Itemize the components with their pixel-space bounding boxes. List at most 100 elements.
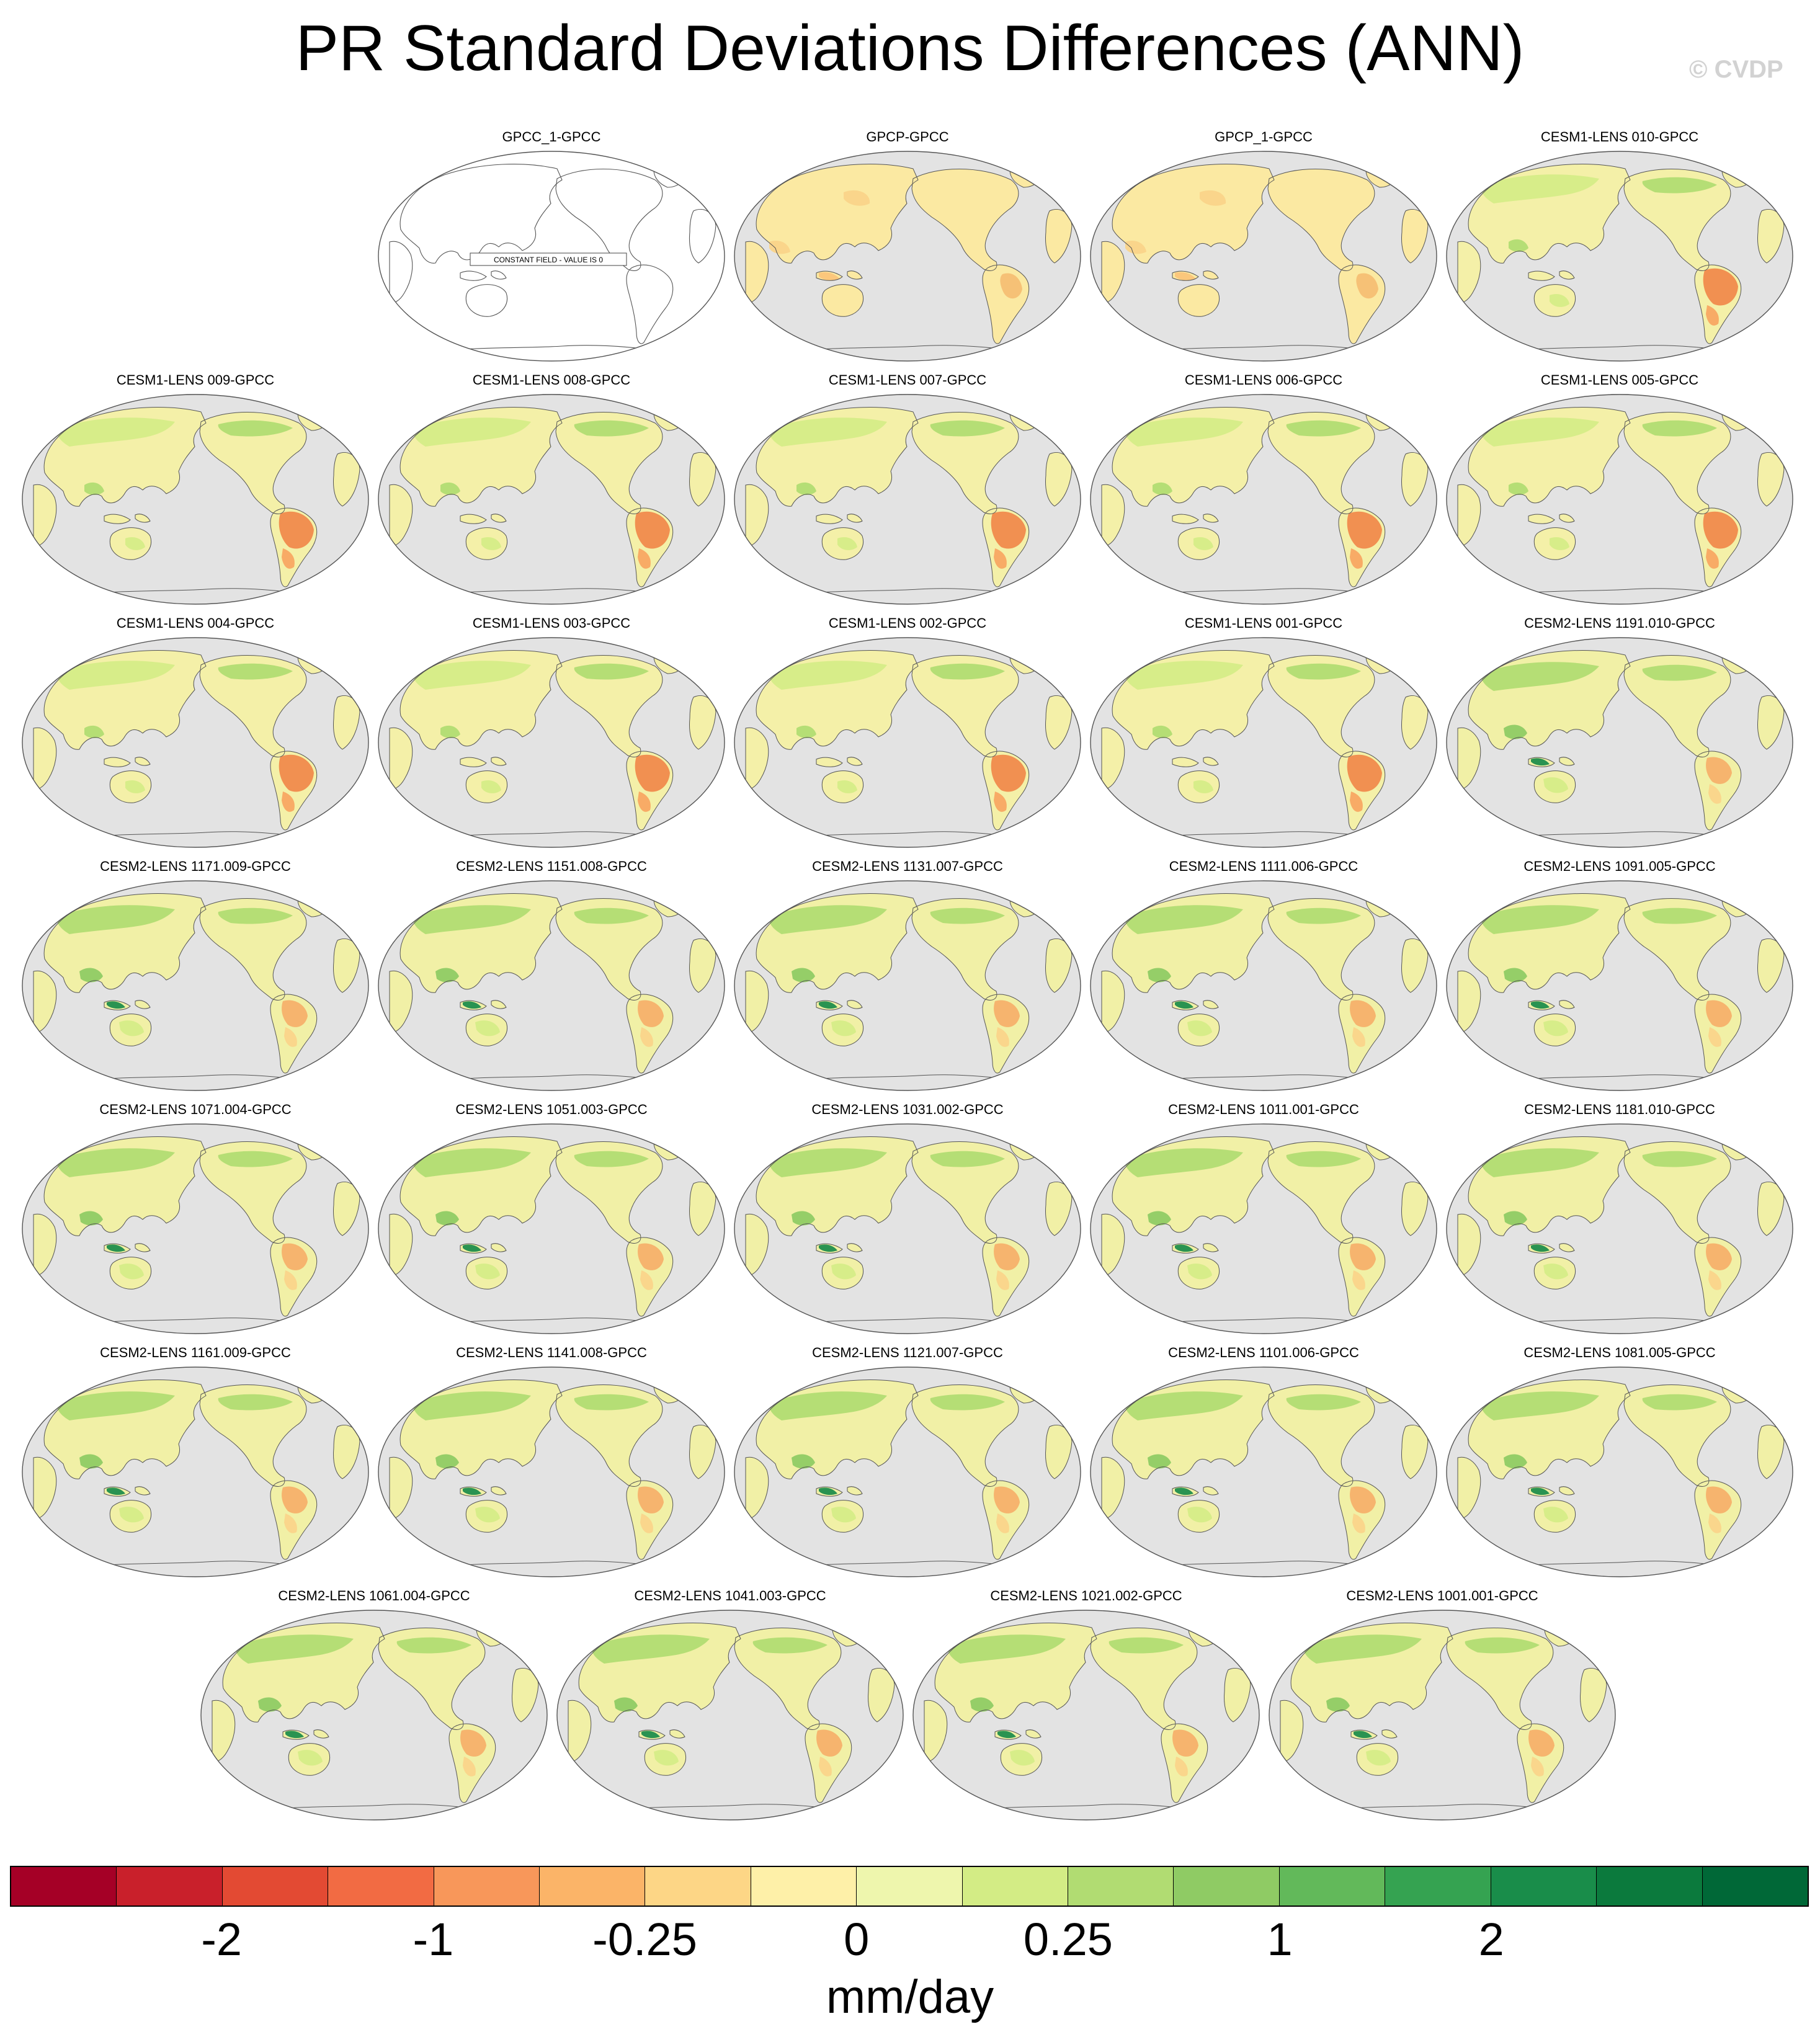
- colorbar-swatch: [1702, 1867, 1808, 1906]
- colorbar-swatch: [751, 1867, 857, 1906]
- anomaly-patch: [930, 420, 1005, 437]
- anomaly-patch: [235, 1634, 354, 1664]
- anomaly-patch: [475, 1507, 500, 1523]
- world-map: [556, 1610, 904, 1821]
- land-namerica: [1624, 898, 1731, 1001]
- anomaly-patch: [1187, 1264, 1212, 1280]
- anomaly-patch: [435, 968, 459, 983]
- anomaly-patch: [84, 482, 104, 495]
- anomaly-patch: [475, 1264, 500, 1280]
- land-namerica: [1624, 655, 1731, 757]
- map-panel: CESM2-LENS 1071.004-GPCC: [20, 1102, 371, 1336]
- anomaly-patch: [1642, 664, 1717, 681]
- world-map: [22, 1366, 369, 1577]
- anomaly-patch: [574, 420, 649, 437]
- anomaly-patch: [1706, 1243, 1732, 1270]
- land-europe_e: [1401, 1425, 1428, 1479]
- anomaly-patch: [1481, 174, 1599, 203]
- colorbar-tick-label: 2: [1478, 1914, 1504, 1965]
- map-panel: CESM1-LENS 005-GPCC: [1444, 372, 1795, 607]
- anomaly-patch: [1504, 968, 1527, 983]
- anomaly-patch: [1531, 1487, 1550, 1495]
- land-namerica: [200, 1141, 306, 1244]
- colorbar-swatch: [962, 1867, 1069, 1906]
- land-namerica: [556, 412, 662, 514]
- anomaly-patch: [56, 1391, 175, 1420]
- land-africa: [1458, 1214, 1481, 1276]
- colorbar-tick-label: 0: [844, 1914, 870, 1965]
- land-africa: [1458, 241, 1481, 303]
- land-europe_e: [1045, 938, 1072, 992]
- anomaly-patch: [1481, 1148, 1599, 1177]
- anomaly-patch: [796, 725, 816, 738]
- land-africa: [1102, 971, 1125, 1033]
- map-panel: CESM1-LENS 009-GPCC: [20, 372, 371, 607]
- land-namerica: [912, 1384, 1019, 1487]
- anomaly-patch: [1193, 537, 1213, 550]
- anomaly-patch: [574, 907, 649, 924]
- anomaly-patch: [1148, 968, 1171, 983]
- anomaly-patch: [1531, 1001, 1550, 1009]
- world-map: [200, 1610, 548, 1821]
- land-europe_e: [1401, 695, 1428, 749]
- land-namerica: [556, 655, 662, 757]
- land-africa: [33, 484, 56, 546]
- anomaly-patch: [460, 1729, 486, 1757]
- map-panel: CESM1-LENS 004-GPCC: [20, 615, 371, 850]
- anomaly-patch: [574, 1151, 649, 1167]
- land-namerica: [912, 169, 1019, 271]
- anomaly-patch: [1125, 661, 1243, 690]
- anomaly-patch: [1148, 1211, 1171, 1226]
- anomaly-patch: [413, 905, 531, 934]
- map-panel: CESM2-LENS 1161.009-GPCC: [20, 1345, 371, 1579]
- panel-title: CESM2-LENS 1171.009-GPCC: [100, 858, 291, 874]
- anomaly-patch: [991, 754, 1026, 792]
- land-europe_e: [1757, 938, 1784, 992]
- anomaly-patch: [119, 1507, 144, 1523]
- anomaly-patch: [1481, 1391, 1599, 1420]
- anomaly-patch: [1352, 1270, 1365, 1290]
- panel-title: CESM2-LENS 1031.002-GPCC: [811, 1102, 1004, 1117]
- anomaly-patch: [1175, 272, 1196, 281]
- anomaly-patch: [1706, 548, 1719, 569]
- land-europe_e: [1045, 1182, 1072, 1236]
- anomaly-patch: [1543, 777, 1568, 793]
- land-indonesia: [1528, 514, 1574, 524]
- land-africa: [746, 728, 769, 790]
- anomaly-patch: [1109, 1637, 1184, 1654]
- anomaly-patch: [792, 968, 815, 983]
- world-map: [378, 880, 725, 1091]
- anomaly-patch: [1708, 784, 1721, 804]
- land-europe_e: [1757, 695, 1784, 749]
- anomaly-patch: [1175, 1244, 1193, 1252]
- world-map: [378, 637, 725, 848]
- anomaly-patch: [640, 1027, 653, 1047]
- anomaly-patch: [475, 1020, 500, 1036]
- anomaly-patch: [1125, 1391, 1243, 1420]
- anomaly-patch: [1706, 1486, 1732, 1513]
- anomaly-patch: [1642, 420, 1717, 437]
- anomaly-patch: [1286, 907, 1361, 924]
- colorbar-swatch: [117, 1867, 223, 1906]
- anomaly-patch: [970, 1697, 994, 1712]
- land-europe_e: [1224, 1668, 1251, 1722]
- anomaly-patch: [107, 1487, 125, 1495]
- world-map: [734, 151, 1081, 362]
- world-map: [1090, 1366, 1437, 1577]
- map-panel: CESM2-LENS 1121.007-GPCC: [732, 1345, 1083, 1579]
- land-namerica: [200, 1384, 306, 1487]
- map-panel: CESM2-LENS 1091.005-GPCC: [1444, 858, 1795, 1093]
- panel-title: CESM2-LENS 1161.009-GPCC: [100, 1345, 291, 1360]
- anomaly-patch: [769, 1148, 887, 1177]
- anomaly-patch: [930, 663, 1005, 680]
- panel-title: CESM2-LENS 1051.003-GPCC: [455, 1102, 648, 1117]
- anomaly-patch: [844, 190, 870, 206]
- land-indonesia: [104, 514, 150, 524]
- anomaly-patch: [1642, 1394, 1717, 1411]
- anomaly-patch: [769, 1391, 887, 1420]
- anomaly-patch: [218, 663, 293, 680]
- anomaly-patch: [1350, 1486, 1376, 1513]
- land-europe_e: [1045, 452, 1072, 506]
- anomaly-patch: [930, 907, 1005, 924]
- anomaly-patch: [284, 1027, 297, 1047]
